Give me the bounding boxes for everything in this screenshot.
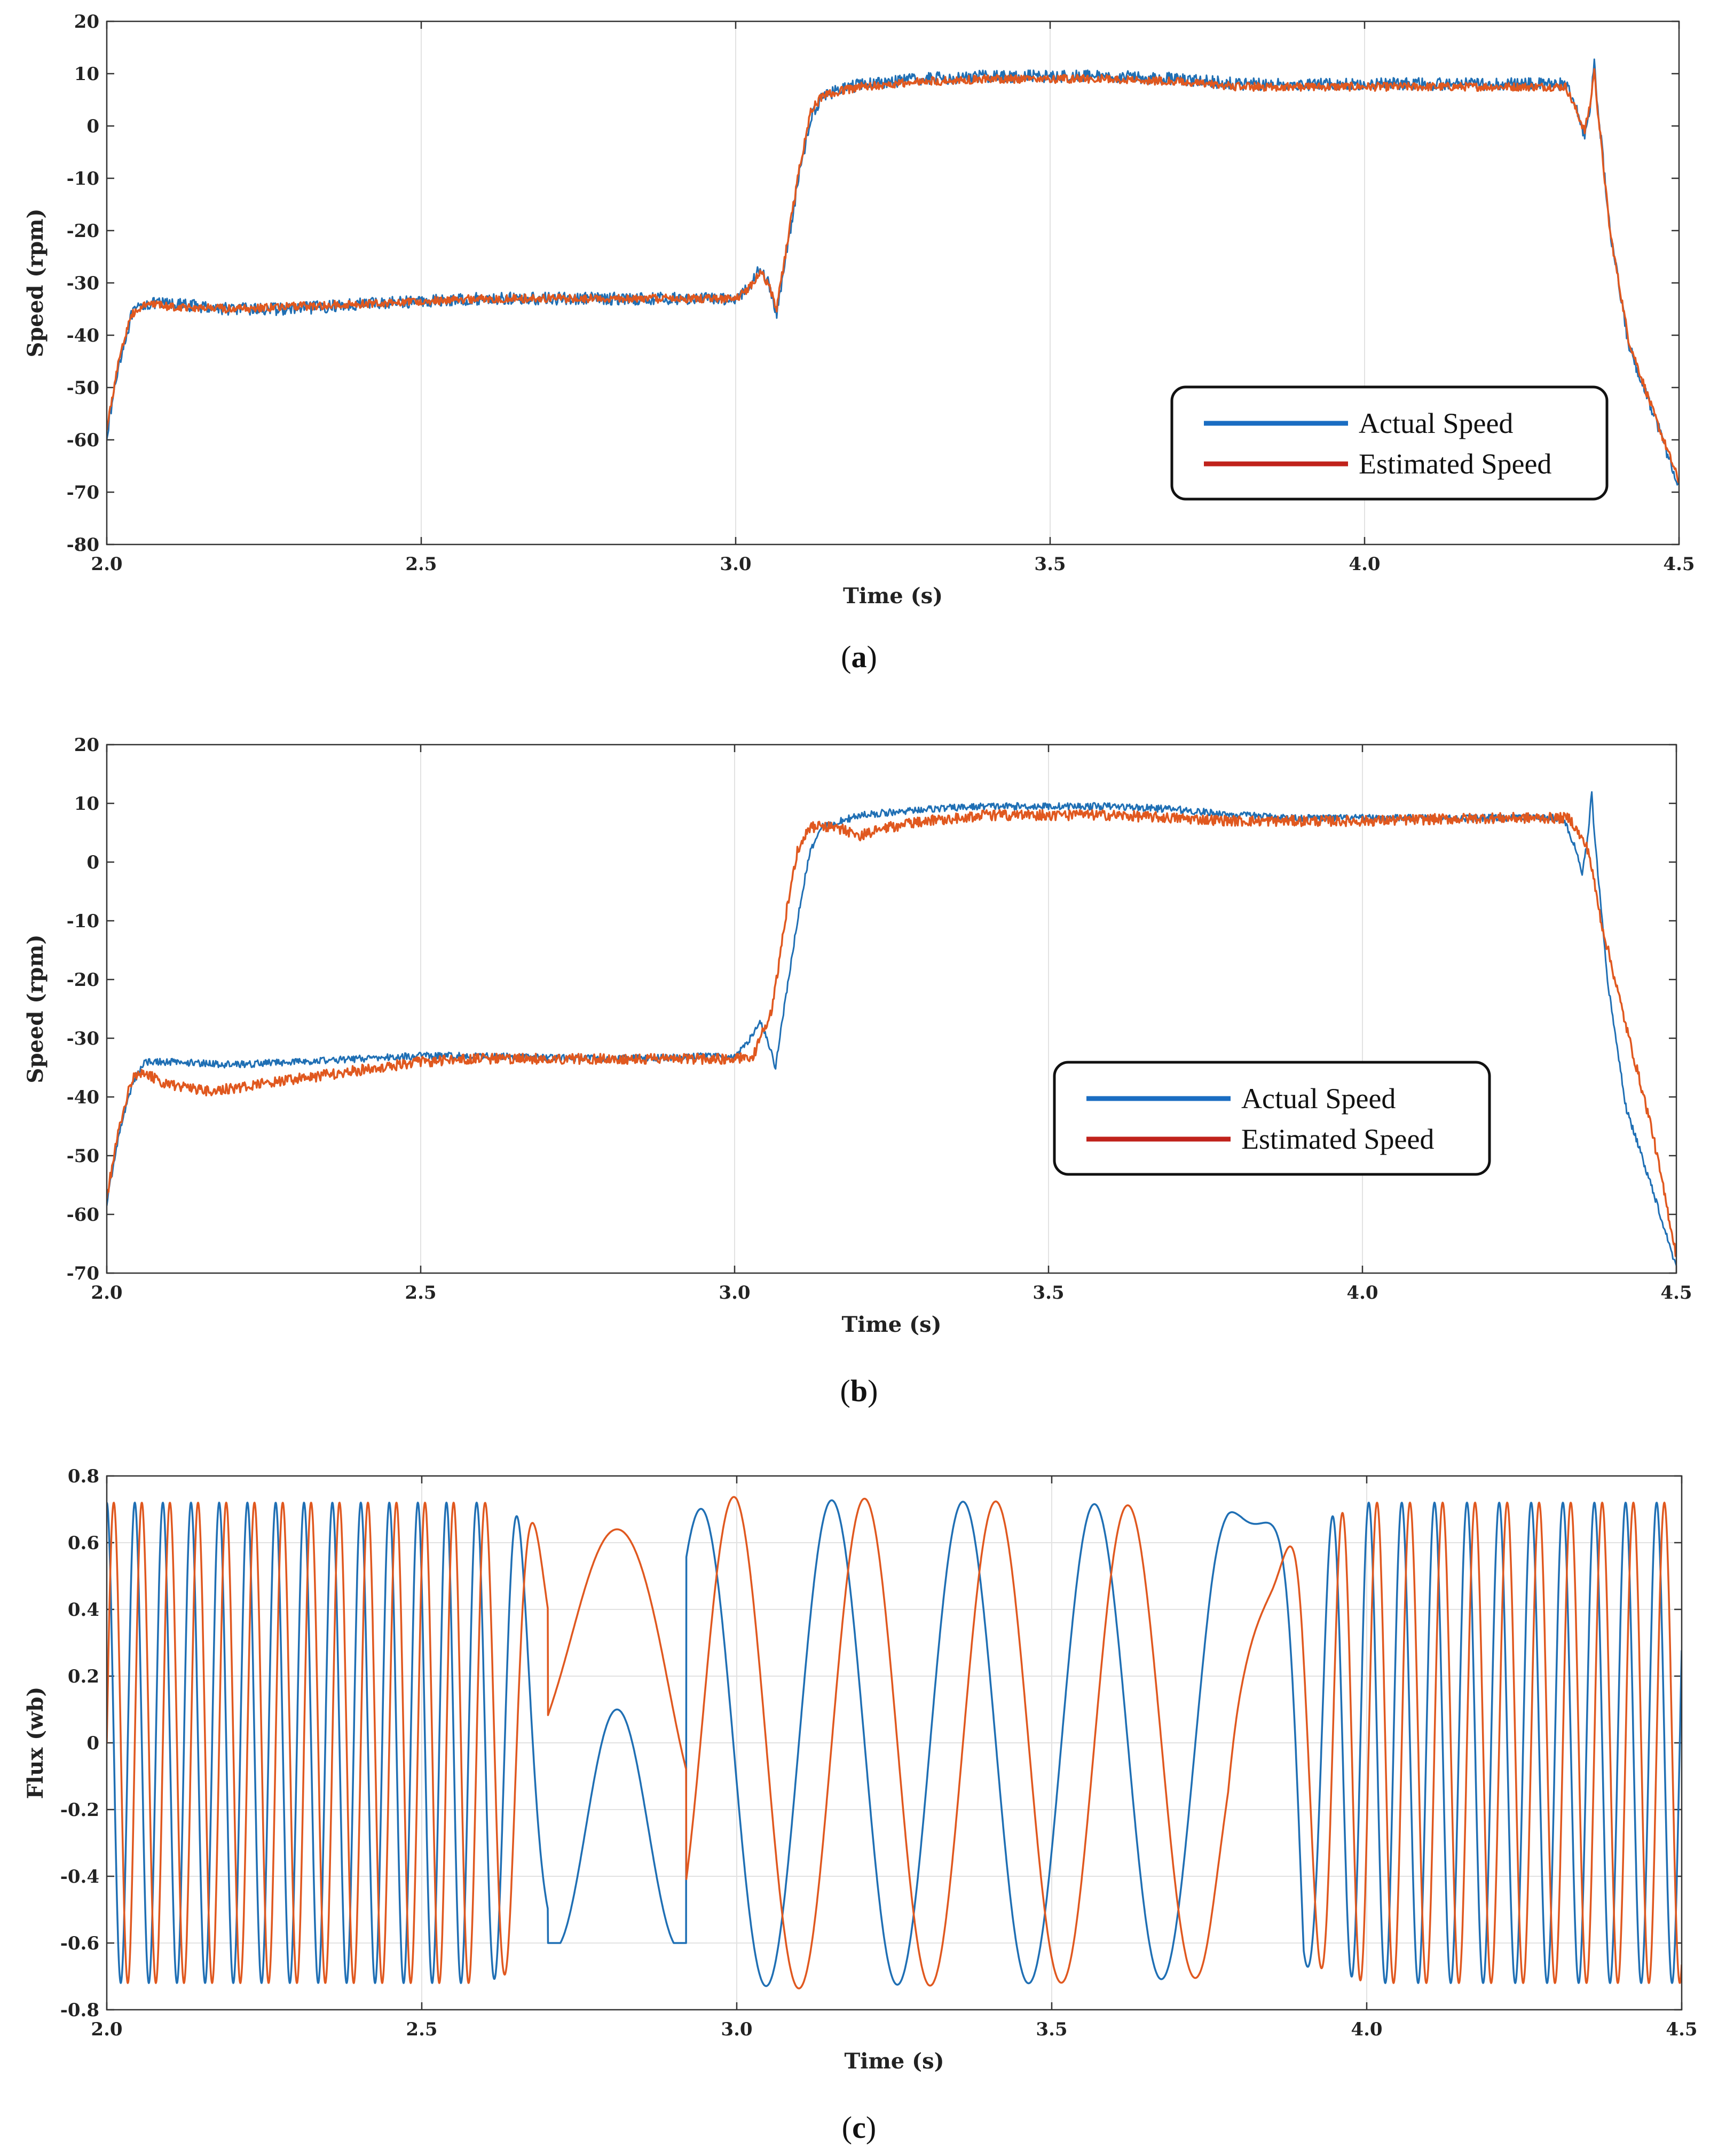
legend-label-actual-speed: Actual Speed (1241, 1083, 1396, 1115)
y-tick-label: 0.8 (68, 1466, 99, 1487)
y-tick-label: 0 (86, 1733, 99, 1754)
y-tick-label: 0 (86, 116, 99, 137)
x-tick-label: 4.0 (1351, 2019, 1382, 2040)
y-tick-label: 10 (74, 64, 99, 85)
x-tick-label: 3.0 (721, 2019, 752, 2040)
y-tick-label: 20 (74, 735, 99, 756)
y-tick-label: -30 (67, 273, 99, 294)
caption-b: (b) (840, 1373, 878, 1408)
caption-letter-c: c (852, 2110, 866, 2145)
y-tick-label: 0.4 (68, 1599, 99, 1621)
y-tick-label: -60 (67, 430, 99, 451)
chart-panel-a: 2.0 2.5 3.0 3.5 4.0 4.5 20 10 0 -10 -20 -30 -40 -50 -6… (23, 11, 1695, 609)
y-tick-label: -40 (67, 1087, 99, 1108)
x-tick-label: 2.5 (405, 1282, 436, 1304)
y-tick-label: -70 (67, 482, 99, 503)
y-tick-label: -10 (67, 911, 99, 932)
y-axis-label: Speed (rpm) (23, 209, 48, 358)
x-tick-label: 4.5 (1660, 1282, 1692, 1304)
y-tick-label: 0.2 (68, 1666, 99, 1687)
y-tick-label: -50 (67, 377, 99, 399)
legend-box (1053, 1061, 1491, 1176)
x-axis-label: Time (s) (841, 1312, 941, 1337)
y-tick-label: -0.8 (60, 2000, 99, 2021)
y-tick-label: -40 (67, 325, 99, 346)
y-tick-label: -70 (67, 1263, 99, 1284)
x-tick-label: 3.5 (1034, 554, 1066, 575)
y-tick-label: -60 (67, 1204, 99, 1226)
x-tick-label: 3.5 (1036, 2019, 1067, 2040)
series-line-estimated-speed (107, 68, 1679, 484)
x-axis-label: Time (s) (844, 2049, 944, 2074)
y-axis-label: Flux (wb) (23, 1687, 48, 1799)
x-tick-label: 4.5 (1663, 554, 1695, 575)
y-tick-label: 10 (74, 793, 99, 815)
x-tick-label: 2.5 (406, 2019, 437, 2040)
series-line-flux-alpha (107, 1499, 1682, 1987)
y-axis-label: Speed (rpm) (23, 935, 48, 1084)
x-axis-label: Time (s) (843, 583, 943, 609)
plot-area (107, 745, 1676, 1273)
caption-c: (c) (842, 2110, 876, 2145)
legend-box (1170, 385, 1609, 501)
legend-label-estimated-speed: Estimated Speed (1241, 1123, 1434, 1155)
y-tick-label: -50 (67, 1146, 99, 1167)
y-tick-label: -80 (67, 534, 99, 556)
chart-panel-b: 2.0 2.5 3.0 3.5 4.0 4.5 20 10 0 -10 -20 -30 -40 -50 -6… (23, 735, 1692, 1337)
x-tick-label: 4.0 (1349, 554, 1380, 575)
y-tick-label: 20 (74, 11, 99, 33)
y-tick-label: -0.2 (60, 1799, 99, 1821)
y-tick-label: -0.4 (60, 1866, 99, 1888)
y-tick-label: -20 (67, 969, 99, 991)
x-tick-label: 4.5 (1666, 2019, 1697, 2040)
x-tick-label: 3.5 (1033, 1282, 1064, 1304)
legend-label-estimated-speed: Estimated Speed (1359, 448, 1551, 480)
x-tick-label: 2.0 (91, 554, 122, 575)
caption-letter-b: b (850, 1373, 868, 1408)
y-tick-label: -30 (67, 1028, 99, 1049)
x-tick-label: 4.0 (1346, 1282, 1378, 1304)
x-tick-label: 2.0 (91, 2019, 122, 2040)
x-tick-label: 2.5 (405, 554, 437, 575)
y-tick-label: -10 (67, 168, 99, 189)
y-tick-label: -0.6 (60, 1933, 99, 1954)
y-tick-label: 0.6 (68, 1533, 99, 1554)
series-line-estimated-speed (107, 809, 1676, 1257)
caption-letter-a: a (852, 639, 867, 674)
plot-frame (106, 20, 1680, 546)
x-tick-label: 2.0 (91, 1282, 122, 1304)
x-tick-label: 3.0 (720, 554, 751, 575)
y-tick-label: 0 (86, 852, 99, 873)
chart-panel-c: 2.0 2.5 3.0 3.5 4.0 4.5 0.8 0.6 0.4 0.2 0 -0.2 -0.4 -… (23, 1466, 1698, 2074)
x-tick-label: 3.0 (719, 1282, 750, 1304)
plot-frame (106, 744, 1677, 1274)
series-line-flux-beta (107, 1496, 1682, 1989)
plot-frame (106, 1475, 1683, 2011)
caption-a: (a) (841, 639, 877, 674)
y-tick-label: -20 (67, 220, 99, 242)
legend-label-actual-speed: Actual Speed (1359, 407, 1513, 439)
